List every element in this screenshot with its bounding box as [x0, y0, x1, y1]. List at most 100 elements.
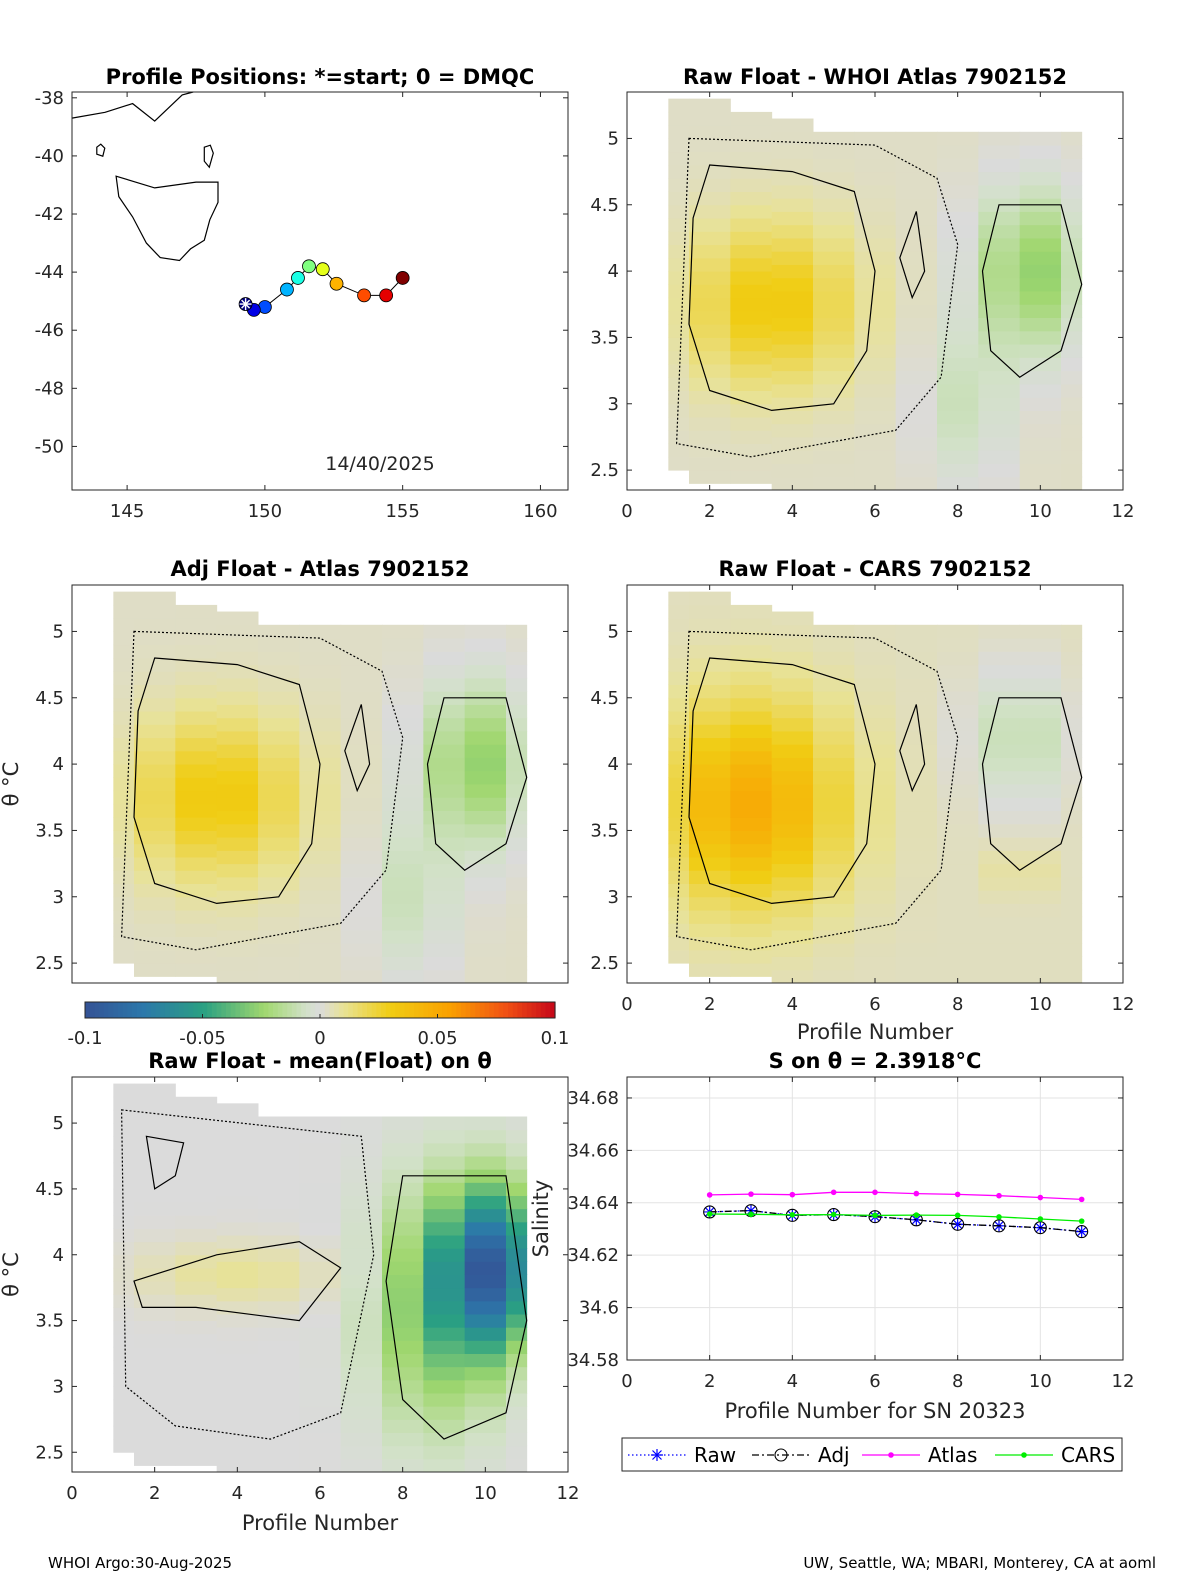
heatmap-cell — [978, 797, 1021, 812]
colorbar-segment — [418, 1002, 424, 1018]
heatmap-cell — [464, 717, 507, 732]
heatmap-cell — [937, 956, 979, 971]
heatmap-cell — [730, 817, 773, 831]
heatmap-cell — [1061, 476, 1083, 491]
y-tick-label: 5 — [608, 128, 619, 149]
x-tick-label: 6 — [314, 1483, 325, 1504]
heatmap-cell — [216, 1142, 259, 1157]
heatmap-cell — [464, 704, 507, 719]
heatmap-cell — [854, 436, 897, 451]
heatmap-cell — [668, 764, 690, 778]
heatmap-cell — [937, 158, 979, 173]
heatmap-cell — [1019, 277, 1062, 292]
y-tick-label: -46 — [35, 320, 64, 341]
heatmap-cell — [730, 671, 773, 685]
heatmap-cell — [299, 1235, 342, 1249]
heatmap-cell — [668, 218, 690, 232]
contour-line — [120, 1109, 375, 1440]
heatmap-cell — [1019, 876, 1062, 891]
heatmap-cell — [464, 1366, 507, 1381]
heatmap-cell — [771, 277, 814, 292]
heatmap-cell — [216, 943, 259, 957]
series-point-atlas — [830, 1189, 837, 1196]
contour-line — [899, 704, 926, 793]
colorbar-segment — [367, 1002, 373, 1018]
x-axis-label: Profile Number for SN 20323 — [724, 1399, 1025, 1423]
heatmap-cell — [134, 1228, 176, 1243]
heatmap-cell — [340, 1287, 383, 1302]
heatmap-cell — [895, 691, 938, 705]
heatmap-cell — [340, 916, 383, 931]
heatmap-cell — [813, 410, 855, 425]
heatmap-cell — [134, 870, 176, 884]
heatmap-cell — [175, 737, 218, 752]
heatmap-cell — [216, 810, 259, 825]
heatmap-cell — [937, 211, 979, 226]
heatmap-cell — [937, 850, 979, 865]
heatmap-cell — [730, 711, 773, 725]
heatmap-cell — [813, 304, 855, 319]
heatmap-cell — [134, 803, 176, 818]
heatmap-cell — [937, 171, 979, 186]
heatmap-cell — [1061, 638, 1083, 652]
colorbar-segment — [414, 1002, 420, 1018]
legend-marker-adj — [774, 1448, 788, 1462]
heatmap-cell — [134, 1149, 176, 1164]
heatmap-cell — [689, 803, 731, 818]
heatmap-cell — [895, 903, 938, 918]
heatmap-cell — [175, 1386, 218, 1401]
heatmap-cell — [854, 784, 897, 798]
heatmap-cell — [382, 1274, 424, 1289]
heatmap-cell — [340, 969, 383, 984]
heatmap-cell — [813, 784, 855, 798]
heatmap-cell — [937, 463, 979, 478]
heatmap-cell — [1061, 463, 1083, 478]
heatmap-cell — [134, 1399, 176, 1414]
heatmap-cell — [1019, 344, 1062, 358]
axes: 0 2 4 6 8 10 12 2.5 3 3.5 4 4.5 5 Profile Number θ °C — [0, 1076, 579, 1535]
heatmap-cell — [216, 1195, 259, 1210]
heatmap-cell — [895, 704, 938, 719]
heatmap-cell — [771, 730, 814, 745]
heatmap-cell — [1019, 237, 1062, 252]
y-tick-label: 3.5 — [590, 820, 619, 841]
heatmap-cell — [506, 1340, 528, 1354]
heatmap-cell — [423, 1445, 466, 1460]
heatmap-cell — [689, 231, 731, 246]
heatmap-cell — [1061, 211, 1083, 226]
x-tick-label: 4 — [232, 1483, 243, 1504]
heatmap-cell — [1061, 171, 1083, 186]
heatmap-cell — [1019, 383, 1062, 398]
heatmap-cell — [423, 1142, 466, 1157]
heatmap-cell — [689, 178, 731, 192]
heatmap-cell — [978, 330, 1021, 345]
heatmap-cell — [216, 1393, 259, 1407]
heatmap-cell — [895, 423, 938, 438]
heatmap-cell — [216, 823, 259, 838]
heatmap-cell — [506, 1314, 528, 1328]
colorbar-segment — [315, 1002, 321, 1018]
heatmap-cell — [134, 1123, 176, 1137]
heatmap-cell — [134, 936, 176, 951]
heatmap-cell — [340, 903, 383, 918]
heatmap-cell — [464, 823, 507, 838]
heatmap-cell — [175, 883, 218, 898]
heatmap-cell — [506, 916, 528, 931]
heatmap-cell — [1019, 171, 1062, 186]
tasmania-coastline — [115, 175, 219, 262]
profile-position-point — [291, 271, 305, 285]
heatmap-cell — [937, 423, 979, 438]
colorbar-segment — [89, 1002, 95, 1018]
series-point-cars — [1037, 1216, 1044, 1222]
colorbar-segment — [493, 1002, 500, 1018]
heatmap-cell — [216, 1182, 259, 1196]
heatmap-cell — [937, 145, 979, 159]
heatmap-cell — [771, 291, 814, 305]
heatmap-cell — [813, 370, 855, 385]
heatmap-cell — [978, 651, 1021, 666]
heatmap-cell — [258, 717, 300, 732]
heatmap-cell — [1019, 450, 1062, 464]
heatmap-cell — [730, 138, 773, 153]
heatmap-cell — [689, 777, 731, 792]
heatmap-cell — [978, 823, 1021, 838]
